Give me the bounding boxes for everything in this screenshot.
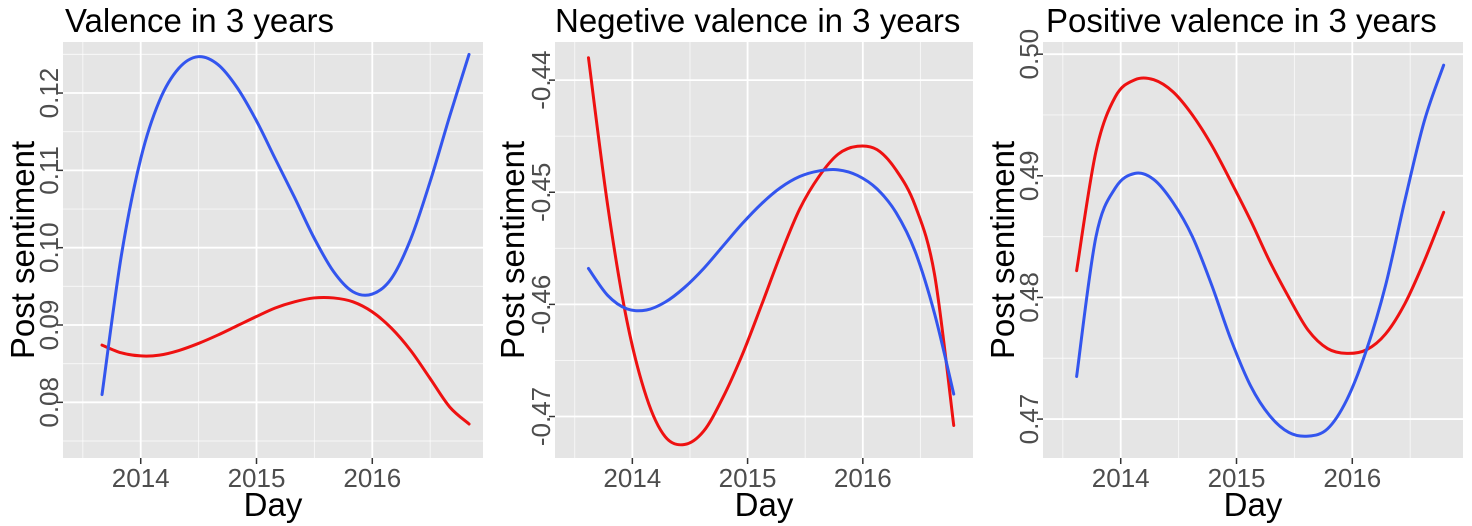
chart-title: Positive valence in 3 years (1046, 2, 1437, 39)
x-tick-label: 2014 (603, 463, 661, 493)
y-tick-label: 0.10 (34, 222, 64, 273)
x-tick-label: 2016 (834, 463, 892, 493)
x-tick-label: 2015 (228, 463, 286, 493)
series-line-2 (1075, 63, 1446, 438)
y-axis-title: Post sentiment (494, 141, 531, 359)
x-tick-label: 2015 (719, 463, 777, 493)
x-tick-label: 2016 (1323, 463, 1381, 493)
y-axis-title: Post sentiment (984, 141, 1021, 359)
chart-panel-2: -0.47 -0.46 -0.45 -0.44 2014 2015 2016 Negetive… (494, 2, 973, 523)
plot-background (555, 42, 973, 458)
plot-background (63, 42, 483, 458)
y-tick-label: 0.08 (34, 377, 64, 428)
series-line-2 (100, 52, 471, 397)
chart-title: Negetive valence in 3 years (555, 2, 960, 39)
x-tick-label: 2016 (343, 463, 401, 493)
y-tick-label: 0.12 (34, 68, 64, 119)
x-tick-label: 2014 (1092, 463, 1150, 493)
y-tick-label: 0.47 (1014, 394, 1044, 445)
y-tick-label: 0.49 (1014, 150, 1044, 201)
y-tick-label: 0.11 (34, 146, 64, 195)
y-tick-label: 0.09 (34, 300, 64, 351)
series-line-1 (586, 56, 956, 447)
y-tick-label: -0.47 (526, 387, 556, 446)
y-tick-label: 0.50 (1014, 29, 1044, 80)
y-axis-title: Post sentiment (4, 141, 41, 359)
x-tick-label: 2015 (1208, 463, 1266, 493)
y-tick-label: -0.45 (526, 163, 556, 222)
x-tick-label: 2014 (112, 463, 170, 493)
series-line-2 (586, 168, 956, 396)
chart-panel-3: 0.47 0.48 0.49 0.50 2014 2015 2016 Positive val… (984, 2, 1463, 523)
chart-panel-1: 0.08 0.09 0.10 0.11 0.12 2014 2015 2016 Valence … (4, 2, 483, 523)
x-axis-title: Day (735, 486, 794, 523)
y-tick-label: -0.44 (526, 50, 556, 109)
x-axis-title: Day (244, 486, 303, 523)
y-tick-label: 0.48 (1014, 272, 1044, 323)
chart-title: Valence in 3 years (65, 2, 334, 39)
y-tick-label: -0.46 (526, 275, 556, 334)
plot-background (1043, 42, 1463, 458)
series-line-1 (100, 295, 471, 426)
x-axis-title: Day (1224, 486, 1283, 523)
series-line-1 (1075, 76, 1446, 355)
